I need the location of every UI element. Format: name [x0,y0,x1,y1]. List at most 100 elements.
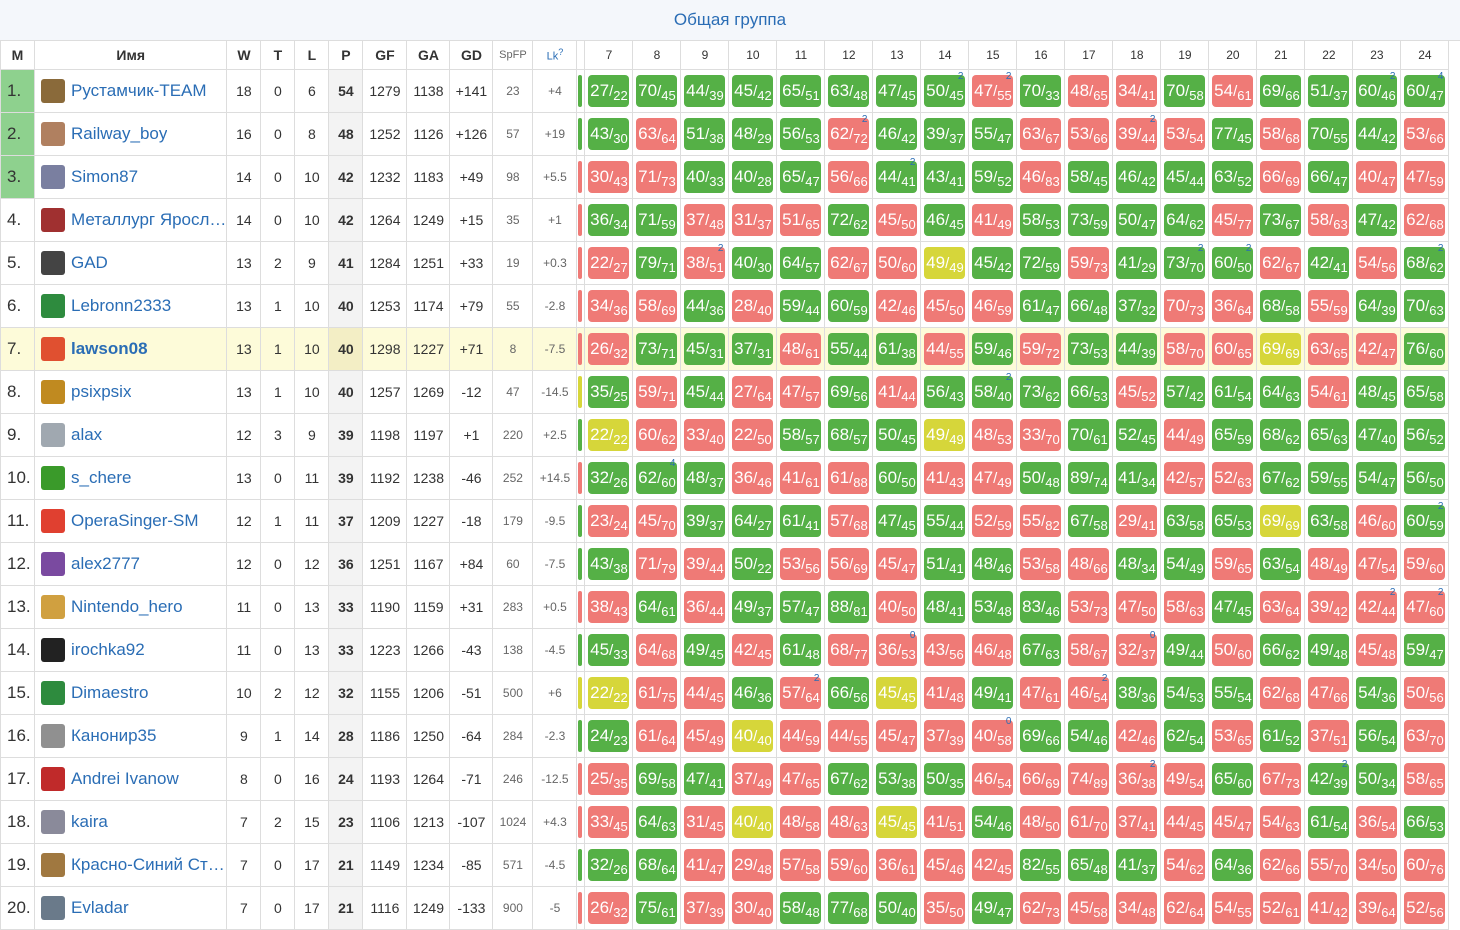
game-cell[interactable]: 50/47 [1112,198,1162,242]
game-cell[interactable]: 40/33 [680,155,730,199]
game-cell[interactable]: 54/62 [1160,843,1210,887]
game-result[interactable]: 68/58 [1260,290,1302,322]
game-result[interactable]: 39/37 [924,118,966,150]
player-name-link[interactable]: Simon87 [71,167,139,186]
game-result[interactable]: 39/44 2 [1116,114,1158,150]
game-cell[interactable]: 45/52 [1112,370,1162,414]
game-cell[interactable]: 73/67 [1256,198,1306,242]
game-result[interactable]: 61/54 [1308,806,1350,838]
game-result[interactable]: 24/23 [588,720,630,752]
game-cell[interactable]: 47/45 [872,499,922,543]
game-result[interactable]: 39/37 [684,505,726,537]
game-result[interactable]: 45/33 [588,634,630,666]
game-cell[interactable]: 43/30 [584,112,634,156]
game-result[interactable]: 45/45 [876,677,918,709]
game-cell[interactable]: 44/42 [1352,112,1402,156]
game-result[interactable]: 56/69 [828,548,870,580]
col-spfp[interactable]: SpFP [492,40,534,70]
game-result[interactable]: 55/70 [1308,849,1350,881]
game-result[interactable]: 33/40 [684,419,726,451]
game-result[interactable]: 53/65 [1212,720,1254,752]
game-cell[interactable]: 42/41 [1304,241,1354,285]
game-cell[interactable]: 47/66 [1304,671,1354,715]
game-cell[interactable]: 53/38 [872,757,922,801]
game-cell[interactable]: 50/40 [872,886,922,930]
game-cell[interactable]: 32/26 [584,843,634,887]
game-result[interactable]: 56/50 [1404,462,1446,494]
game-result[interactable]: 68/77 [828,634,870,666]
game-cell[interactable]: 28/40 [728,284,778,328]
game-result[interactable]: 45/77 [1212,204,1254,236]
game-cell[interactable]: 70/58 [1160,69,1210,113]
game-result[interactable]: 51/38 [684,118,726,150]
game-result[interactable]: 49/48 [1308,634,1350,666]
game-cell[interactable]: 46/45 [920,198,970,242]
game-cell[interactable]: 60/46 2 [1352,69,1402,113]
game-cell[interactable]: 38/36 [1112,671,1162,715]
game-result[interactable]: 65/59 [1212,419,1254,451]
player-name-link[interactable]: Nintendo_hero [71,597,183,616]
game-result[interactable]: 65/47 [780,161,822,193]
game-cell[interactable]: 31/37 [728,198,778,242]
game-result[interactable]: 29/41 [1116,505,1158,537]
game-result[interactable]: 55/54 [1212,677,1254,709]
game-result[interactable]: 32/26 [588,849,630,881]
game-result[interactable]: 56/52 [1404,419,1446,451]
game-cell[interactable]: 48/45 [1352,370,1402,414]
game-cell[interactable]: 53/73 [1064,585,1114,629]
game-cell[interactable]: 48/50 [1016,800,1066,844]
game-result[interactable]: 67/73 [1260,763,1302,795]
game-cell[interactable]: 54/36 [1352,671,1402,715]
game-result[interactable]: 47/61 [1020,677,1062,709]
game-result[interactable]: 59/72 [1020,333,1062,365]
game-result[interactable]: 45/46 [924,849,966,881]
game-result[interactable]: 58/48 [780,892,822,924]
game-cell[interactable]: 58/65 [1400,757,1450,801]
game-result[interactable]: 28/40 [732,290,774,322]
game-result[interactable]: 70/61 [1068,419,1110,451]
player-name-link[interactable]: psixpsix [71,382,132,401]
game-result[interactable]: 43/41 [924,161,966,193]
game-cell[interactable]: 58/67 [1064,628,1114,672]
game-cell[interactable]: 49/54 [1160,757,1210,801]
game-result[interactable]: 45/45 [876,806,918,838]
game-result[interactable]: 42/46 [1116,720,1158,752]
player-name-link[interactable]: GAD [71,253,108,272]
game-cell[interactable]: 60/50 [872,456,922,500]
game-cell[interactable]: 39/37 [920,112,970,156]
game-result[interactable]: 47/42 [1356,204,1398,236]
game-cell[interactable]: 44/45 [680,671,730,715]
game-result[interactable]: 30/43 [588,161,630,193]
game-cell[interactable]: 68/58 [1256,284,1306,328]
game-cell[interactable]: 45/47 [872,542,922,586]
game-result[interactable]: 52/63 [1212,462,1254,494]
game-result[interactable]: 54/46 [1068,720,1110,752]
game-cell[interactable]: 50/22 [728,542,778,586]
game-result[interactable]: 71/73 [636,161,678,193]
game-cell[interactable]: 54/46 [1064,714,1114,758]
game-result[interactable]: 67/62 [1260,462,1302,494]
game-result[interactable]: 48/65 [1068,75,1110,107]
game-result[interactable]: 61/47 [1020,290,1062,322]
game-result[interactable]: 63/65 [1308,333,1350,365]
game-result[interactable]: 27/64 [732,376,774,408]
game-cell[interactable]: 44/39 [1112,327,1162,371]
game-cell[interactable]: 47/65 [776,757,826,801]
game-result[interactable]: 51/41 [924,548,966,580]
game-cell[interactable]: 62/67 [824,241,874,285]
game-result[interactable]: 43/38 [588,548,630,580]
game-cell[interactable]: 62/67 [1256,241,1306,285]
game-cell[interactable]: 64/68 [632,628,682,672]
game-result[interactable]: 59/44 [780,290,822,322]
game-cell[interactable]: 43/41 [920,155,970,199]
game-cell[interactable]: 69/58 [632,757,682,801]
game-cell[interactable]: 49/49 [920,413,970,457]
game-cell[interactable]: 70/55 [1304,112,1354,156]
game-cell[interactable]: 22/22 [584,671,634,715]
game-cell[interactable]: 63/65 [1304,327,1354,371]
game-cell[interactable]: 50/60 [872,241,922,285]
game-cell[interactable]: 44/41 2 [872,155,922,199]
game-result[interactable]: 59/55 [1308,462,1350,494]
game-result[interactable]: 58/67 [1068,634,1110,666]
game-cell[interactable]: 60/47 4 [1400,69,1450,113]
